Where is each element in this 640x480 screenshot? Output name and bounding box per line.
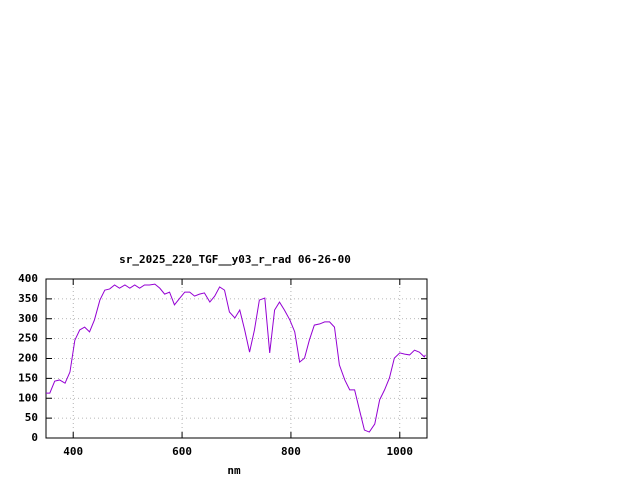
- y-tick-label: 150: [18, 371, 38, 384]
- y-tick-label: 250: [18, 332, 38, 345]
- y-tick-label: 300: [18, 312, 38, 325]
- y-tick-label: 50: [25, 411, 38, 424]
- x-tick-label: 400: [63, 445, 83, 458]
- y-tick-label: 400: [18, 272, 38, 285]
- plot-frame: [45, 278, 428, 439]
- x-tick-label: 800: [281, 445, 301, 458]
- y-tick-label: 200: [18, 352, 38, 365]
- x-axis-label: nm: [227, 464, 241, 477]
- y-tick-label: 350: [18, 292, 38, 305]
- y-tick-label: 0: [31, 431, 38, 444]
- y-tick-label: 100: [18, 391, 38, 404]
- x-tick-label: 600: [172, 445, 192, 458]
- chart-title: sr_2025_220_TGF__y03_r_rad 06-26-00: [119, 253, 351, 266]
- x-tick-label: 1000: [387, 445, 414, 458]
- data-line: [46, 283, 426, 433]
